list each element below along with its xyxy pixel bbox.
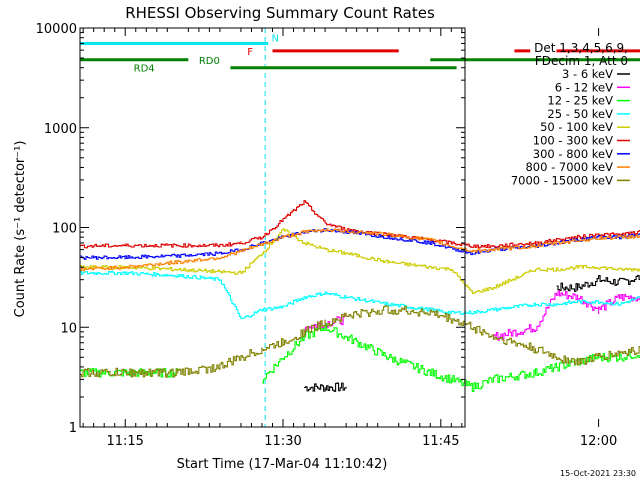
legend-entry-label: 3 - 6 keV [562,67,613,81]
y-tick-label: 10 [60,321,77,336]
flag-label-f: F [247,47,253,58]
legend-header-line: Det 1,3,4,5,6,9, [534,41,628,55]
series-line-4 [80,228,640,295]
legend-entry-label: 12 - 25 keV [547,94,613,108]
series-line-3 [80,270,640,320]
flag-label-rd4: RD4 [134,64,155,75]
chart-title: RHESSI Observing Summary Count Rates [125,4,435,22]
x-tick-label: 11:45 [422,434,459,449]
legend-entry-label: 300 - 800 keV [533,147,613,161]
legend-header-line: FDecim 1, Att 0 [535,54,628,68]
series-line-7 [80,228,640,272]
legend-entry-label: 100 - 300 keV [533,134,613,148]
series-line-8 [80,305,640,378]
y-tick-label: 100 [52,222,77,237]
plot-frame [79,27,466,428]
series-line-0 [304,275,640,392]
legend-entry-label: 7000 - 15000 keV [511,173,613,187]
y-axis-label: Count Rate (s⁻¹ detector⁻¹) [13,141,28,318]
y-tick-label: 1 [69,421,77,436]
series-line-1 [304,290,640,341]
legend-entry-label: 50 - 100 keV [540,120,613,134]
x-tick-label: 11:30 [264,434,301,449]
x-tick-label: 12:00 [580,434,617,449]
legend-entry-label: 6 - 12 keV [555,80,613,94]
footer-timestamp: 15-Oct-2021 23:30 [560,469,636,478]
y-tick-label: 10000 [36,22,77,37]
series-line-6 [80,228,640,260]
plot-area: N F RD0 RD4 1 10 100 1000 10000 11:15 11:30 11:45 12… [36,22,640,449]
legend-entry-label: 25 - 50 keV [547,107,613,121]
y-tick-label: 1000 [44,122,77,137]
x-tick-label: 11:15 [106,434,143,449]
flag-label-n: N [271,33,278,44]
series-line-5 [80,199,640,249]
legend: Det 1,3,4,5,6,9,FDecim 1, Att 03 - 6 keV… [511,41,630,187]
flag-label-rd0: RD0 [199,56,220,67]
x-axis-label: Start Time (17-Mar-04 11:10:42) [177,457,388,472]
legend-entry-label: 800 - 7000 keV [525,160,613,174]
